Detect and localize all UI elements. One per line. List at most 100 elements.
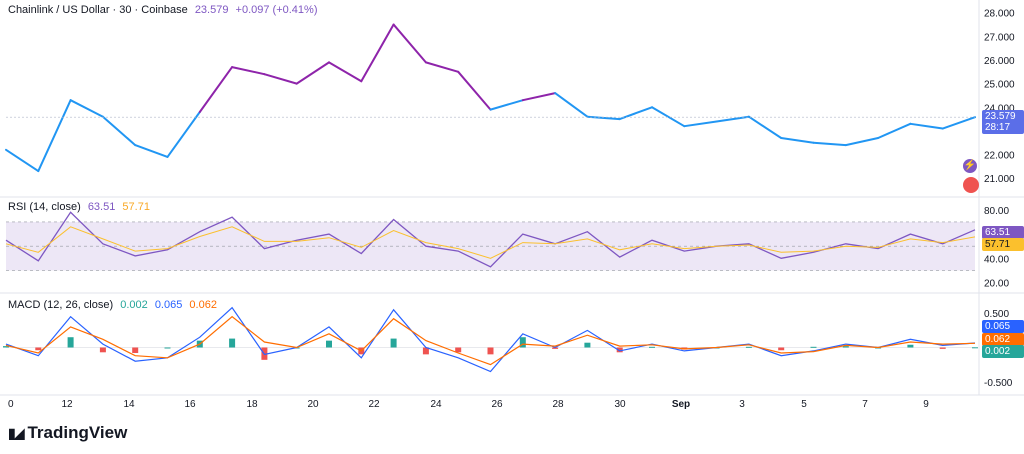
x-tick-label: 30 <box>614 399 626 410</box>
x-tick-label: 7 <box>862 399 868 410</box>
x-tick-label: 0 <box>8 399 14 410</box>
price-line-segment <box>166 111 201 158</box>
tradingview-logo: ▮◢ TradingView <box>8 423 127 443</box>
y-tick-label: 21.000 <box>984 174 1015 185</box>
rsi-ma-value: 57.71 <box>122 201 150 213</box>
price-line-segment <box>780 137 815 144</box>
macd-histogram-bar <box>99 347 106 353</box>
x-tick-label: 26 <box>491 399 503 410</box>
macd-legend: MACD (12, 26, close) 0.002 0.065 0.062 <box>8 299 221 311</box>
hist-badge: 0.002 <box>982 345 1024 358</box>
price-line-segment <box>877 122 912 139</box>
price-line-segment <box>101 115 137 147</box>
macd-histogram-bar <box>810 346 817 348</box>
x-tick-label: 12 <box>61 399 73 410</box>
x-tick-label: 16 <box>184 399 196 410</box>
macd-histogram-bar <box>3 346 9 348</box>
y-tick-label: 24.000 <box>984 103 1015 114</box>
y-tick-label: 40.00 <box>984 254 1009 265</box>
macd-histogram-bar <box>972 347 978 349</box>
price-line-segment <box>231 66 266 76</box>
symbol-title: Chainlink / US Dollar · 30 · Coinbase <box>8 4 188 16</box>
macd-histogram-bar <box>455 347 462 353</box>
y-tick-label: 22.000 <box>984 151 1015 162</box>
macd-title: MACD (12, 26, close) <box>8 299 114 311</box>
price-line-segment <box>457 70 492 111</box>
rsi-ma-line <box>5 226 976 259</box>
macd-histogram-bar <box>132 347 139 353</box>
macd-histogram-bar <box>422 347 429 355</box>
price-line-segment <box>521 92 557 102</box>
price-line-segment <box>360 23 395 83</box>
macd-histogram-bar <box>907 344 914 348</box>
price-line-segment <box>586 115 621 121</box>
price-line-segment <box>5 148 40 173</box>
macd-badge-value: 0.065 <box>985 321 1011 332</box>
price-line-segment <box>844 137 880 147</box>
macd-histogram-bar <box>745 346 752 348</box>
macd-histogram-bar <box>552 347 559 349</box>
x-tick-label: 28 <box>552 399 564 410</box>
rsi-ma-badge-value: 57.71 <box>985 239 1011 250</box>
x-tick-label: 22 <box>368 399 380 410</box>
signal-line <box>5 315 976 366</box>
price-line-segment <box>198 66 234 113</box>
price-line-segment <box>812 141 847 147</box>
rsi-line <box>5 211 976 268</box>
macd-histogram-bar <box>778 347 785 351</box>
price-change: +0.097 (+0.41%) <box>235 4 318 16</box>
macd-signal-value: 0.062 <box>189 299 217 311</box>
price-line-segment <box>909 122 944 130</box>
rsi-badge: 63.51 <box>982 226 1024 239</box>
lightning-icon[interactable]: ⚡ <box>963 159 977 173</box>
macd-hist-value: 0.002 <box>120 299 148 311</box>
flag-icon[interactable] <box>963 177 979 193</box>
price-line-segment <box>134 144 169 158</box>
y-tick-label: 0.500 <box>984 309 1009 320</box>
macd-histogram-bar <box>584 342 591 348</box>
macd-value: 0.065 <box>154 299 183 311</box>
macd-histogram-bar <box>390 338 397 348</box>
x-tick-label: 3 <box>739 399 745 410</box>
price-line-segment <box>424 61 460 73</box>
price-line-segment <box>392 23 427 64</box>
rsi-value: 63.51 <box>87 201 116 213</box>
countdown-value: 28:17 <box>985 122 1011 133</box>
macd-histogram-bar <box>649 346 655 348</box>
macd-badge: 0.065 <box>982 320 1024 333</box>
x-tick-label: 14 <box>123 399 135 410</box>
hist-badge-value: 0.002 <box>985 346 1011 357</box>
price-line-segment <box>37 99 72 173</box>
price-line-segment <box>69 99 104 118</box>
price-line-segment <box>489 99 524 111</box>
macd-histogram-bar <box>35 347 42 351</box>
x-tick-label: Sep <box>672 399 690 410</box>
macd-histogram-bar <box>164 347 171 349</box>
x-tick-label: 18 <box>246 399 258 410</box>
macd-histogram-bar <box>326 340 332 348</box>
y-tick-label: 27.000 <box>984 32 1015 43</box>
y-tick-label: -0.500 <box>984 378 1013 389</box>
price-line-segment <box>747 115 783 139</box>
x-tick-label: 24 <box>430 399 442 410</box>
y-tick-label: 20.00 <box>984 279 1009 290</box>
signal-badge: 0.062 <box>982 333 1024 346</box>
rsi-title: RSI (14, close) <box>8 201 81 213</box>
y-tick-label: 28.000 <box>984 9 1015 20</box>
tradingview-mark-icon: ▮◢ <box>8 425 25 441</box>
x-tick-label: 5 <box>801 399 807 410</box>
price-line-segment <box>295 61 330 85</box>
price-line-segment <box>328 61 363 83</box>
price-badge: 23.579 28:17 <box>982 110 1024 134</box>
price-line-segment <box>683 120 718 128</box>
price-line-segment <box>618 106 653 121</box>
macd-histogram-bar <box>229 338 236 348</box>
macd-histogram-bar <box>487 347 494 355</box>
y-tick-label: 26.000 <box>984 56 1015 67</box>
price-line-segment <box>651 106 686 128</box>
rsi-ma-badge: 57.71 <box>982 238 1024 251</box>
logo-text: TradingView <box>27 423 128 442</box>
macd-histogram-bar <box>842 346 849 348</box>
rsi-badge-value: 63.51 <box>985 227 1011 238</box>
